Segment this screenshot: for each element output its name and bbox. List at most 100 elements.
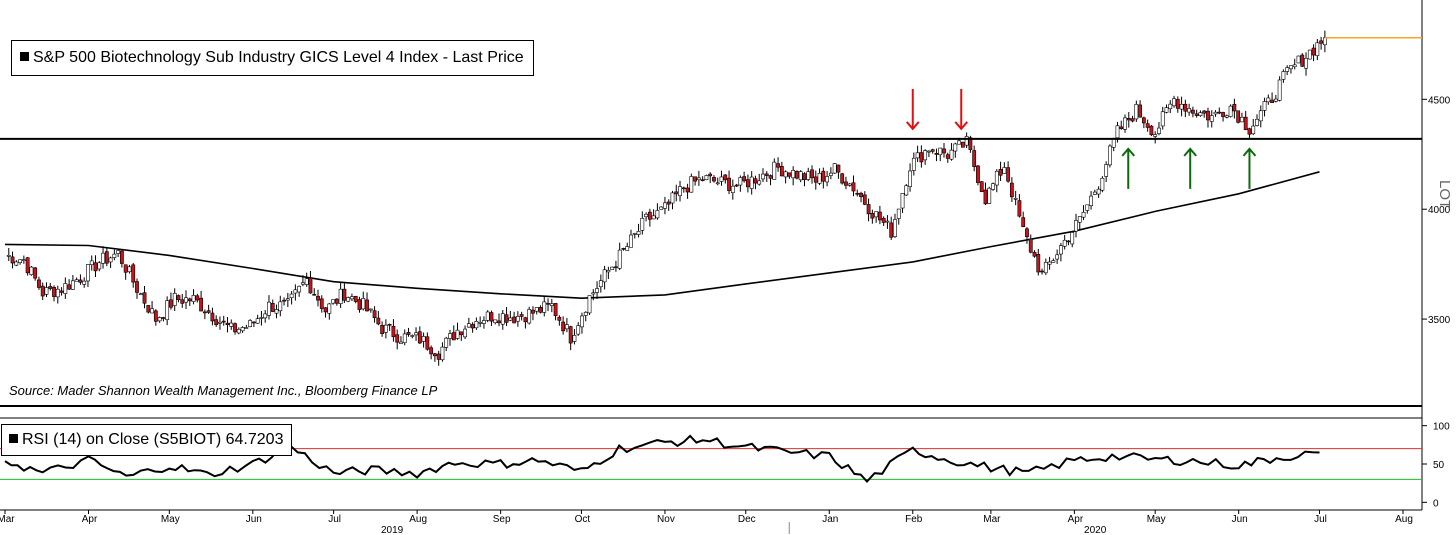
month-label: Mar	[0, 514, 15, 525]
month-label: Jun	[246, 514, 262, 525]
candle	[568, 325, 573, 351]
candle-body	[1092, 191, 1097, 195]
candle	[282, 297, 286, 306]
candle	[855, 189, 860, 197]
month-label: Apr	[1068, 514, 1084, 525]
candle-body	[116, 250, 121, 254]
candle	[746, 174, 750, 193]
candle-body	[1228, 105, 1233, 117]
candle	[1066, 240, 1071, 246]
candle	[674, 184, 679, 202]
candle	[466, 317, 471, 328]
candle	[1051, 258, 1056, 263]
candle	[70, 274, 75, 290]
candle-body	[44, 287, 49, 295]
rsi-legend: RSI (14) on Close (S5BIOT) 64.7203	[1, 424, 293, 456]
candle-body	[414, 332, 418, 336]
candle	[361, 291, 366, 311]
candle-body	[647, 211, 652, 220]
candle-body	[380, 325, 385, 334]
candle	[632, 232, 637, 239]
candle	[108, 256, 113, 269]
candle-body	[338, 288, 343, 304]
candle-body	[402, 333, 407, 343]
candle-body	[580, 315, 584, 328]
candle-body	[904, 185, 909, 196]
candle-body	[1224, 115, 1229, 118]
candle-body	[221, 320, 226, 323]
candle-body	[255, 318, 260, 324]
candle-body	[1160, 111, 1165, 127]
candle-body	[840, 173, 845, 184]
candle-body	[674, 191, 679, 195]
candle	[278, 295, 283, 317]
candle-body	[798, 171, 803, 181]
candle-body	[248, 320, 253, 327]
candle-body	[478, 322, 483, 324]
candle-body	[225, 322, 230, 326]
candle	[512, 311, 516, 324]
candle	[6, 247, 11, 261]
candle	[142, 285, 147, 309]
candle-body	[455, 329, 460, 339]
candle	[976, 165, 980, 186]
candle	[478, 316, 483, 328]
candle-body	[1240, 116, 1244, 123]
candle	[101, 246, 105, 269]
candle-body	[40, 285, 45, 297]
candle	[651, 209, 656, 220]
candle-body	[1262, 101, 1267, 111]
candle	[176, 294, 181, 303]
candle-body	[991, 183, 995, 190]
candle	[772, 158, 777, 180]
candle-body	[911, 157, 916, 171]
candle	[104, 248, 109, 267]
candle-body	[493, 319, 498, 324]
candle-body	[127, 266, 132, 273]
candle-body	[18, 259, 22, 263]
candle	[1247, 127, 1252, 140]
candle	[169, 292, 173, 310]
candle-body	[957, 140, 961, 145]
candle-body	[236, 328, 241, 334]
candle-body	[33, 267, 38, 279]
candle-body	[157, 317, 162, 322]
candle	[1002, 162, 1007, 174]
candle	[1040, 268, 1044, 275]
candle	[1296, 55, 1301, 64]
candle	[1304, 52, 1308, 76]
candle	[1032, 250, 1037, 258]
candle-body	[82, 280, 87, 285]
candle-body	[383, 324, 388, 333]
candle	[493, 319, 498, 325]
month-label: May	[161, 514, 180, 525]
candle-body	[285, 298, 290, 301]
candle-body	[655, 210, 660, 219]
candle-body	[474, 321, 479, 329]
candle	[199, 290, 203, 312]
month-label: Feb	[905, 514, 923, 525]
candle	[825, 171, 829, 187]
candle	[470, 322, 475, 333]
candle	[798, 170, 803, 183]
candle	[1300, 53, 1305, 68]
candle-body	[508, 317, 513, 321]
candle-body	[764, 173, 769, 176]
candle	[964, 132, 969, 148]
candle	[342, 283, 347, 303]
candle-body	[1134, 104, 1139, 120]
candle	[165, 296, 170, 326]
candle-body	[1247, 128, 1252, 135]
candle-body	[1273, 98, 1278, 102]
candle-body	[1062, 239, 1067, 247]
candle	[519, 311, 524, 321]
candle-body	[274, 309, 279, 314]
candle	[500, 310, 505, 330]
candle	[1059, 242, 1063, 262]
candle	[399, 336, 403, 344]
month-label: Sep	[493, 514, 511, 525]
candle	[1013, 190, 1018, 206]
candle	[433, 352, 437, 362]
candle	[112, 249, 117, 261]
candle-body	[851, 182, 856, 192]
